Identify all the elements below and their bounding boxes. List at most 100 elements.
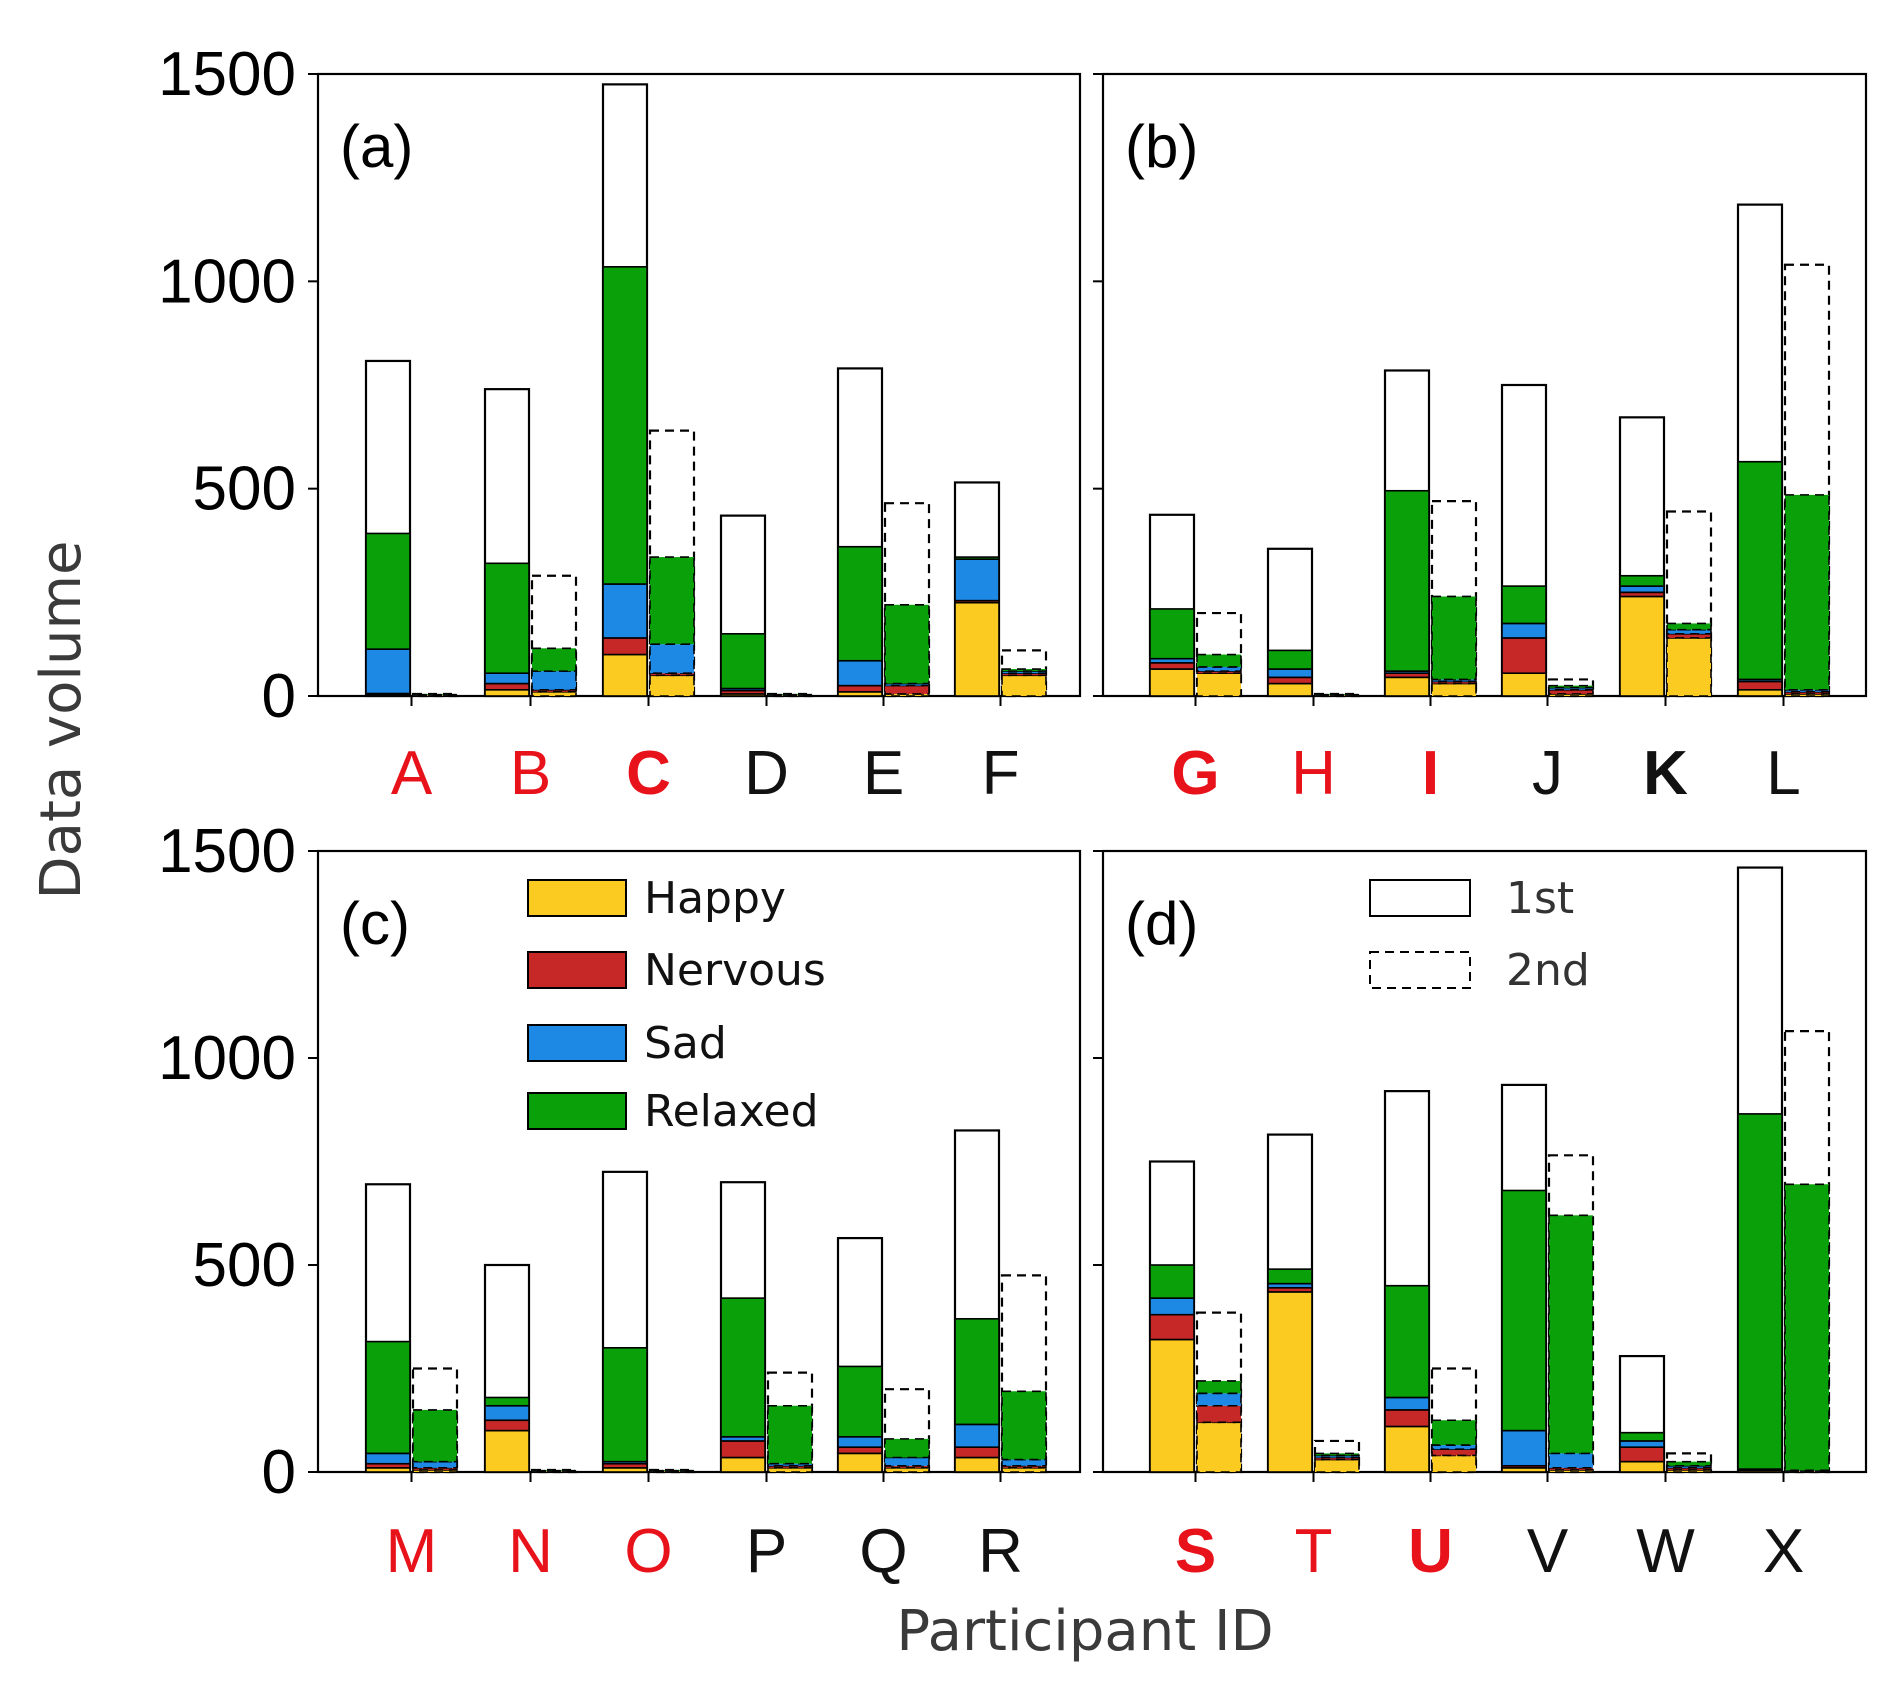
panel-b: (b) G H I J K L bbox=[1093, 72, 1868, 808]
legend-label-2nd: 2nd bbox=[1506, 945, 1590, 996]
segment-sad bbox=[1501, 622, 1547, 639]
bar-P-first bbox=[719, 1181, 767, 1474]
participant-label-K: K bbox=[1643, 739, 1688, 808]
participant-label-I: I bbox=[1422, 739, 1439, 808]
segment-sad bbox=[837, 1436, 883, 1448]
segment-happy bbox=[484, 1429, 530, 1473]
segment-nervous bbox=[1149, 662, 1195, 670]
bar-G-second bbox=[1195, 611, 1243, 698]
segment-relaxed bbox=[884, 1438, 930, 1459]
legend-label-relaxed: Relaxed bbox=[644, 1086, 819, 1137]
segment-happy bbox=[1196, 1421, 1242, 1473]
segment-relaxed bbox=[531, 647, 577, 672]
segment-relaxed bbox=[767, 1404, 813, 1465]
panel-frame bbox=[316, 72, 1082, 698]
bar-R-second bbox=[1000, 1274, 1048, 1474]
panel-a: 0 500 1000 1500 (a) A B C D E F bbox=[158, 40, 1082, 808]
segment-happy bbox=[1149, 668, 1195, 697]
y-tick-label: 0 bbox=[262, 1438, 296, 1507]
bar-J-second bbox=[1547, 678, 1595, 698]
segment-nervous bbox=[531, 688, 577, 693]
segment-happy bbox=[484, 688, 530, 697]
segment-happy bbox=[1431, 682, 1477, 697]
participant-label-V: V bbox=[1527, 1517, 1569, 1586]
legend-swatch-happy bbox=[527, 879, 627, 917]
y-tick-label: 1500 bbox=[158, 40, 296, 109]
legend-swatch-sad bbox=[527, 1024, 627, 1062]
segment-sad bbox=[1619, 1440, 1665, 1448]
segment-sad bbox=[837, 659, 883, 687]
segment-relaxed bbox=[602, 266, 648, 585]
segment-relaxed bbox=[1001, 668, 1047, 672]
participant-label-T: T bbox=[1295, 1517, 1333, 1586]
segment-relaxed bbox=[837, 545, 883, 662]
segment-sad bbox=[1619, 585, 1665, 594]
panel-tag: (d) bbox=[1125, 890, 1198, 957]
participant-label-F: F bbox=[982, 739, 1020, 808]
segment-happy bbox=[1384, 676, 1430, 697]
segment-happy bbox=[837, 1452, 883, 1473]
segment-nervous bbox=[1737, 680, 1783, 691]
segment-nervous bbox=[1666, 632, 1712, 639]
bar-B-first bbox=[483, 388, 531, 698]
segment-sad bbox=[884, 1456, 930, 1467]
segment-relaxed bbox=[1501, 1189, 1547, 1432]
segment-nervous bbox=[837, 684, 883, 693]
segment-nervous bbox=[1001, 1464, 1047, 1469]
segment-relaxed bbox=[1431, 1419, 1477, 1446]
participant-label-D: D bbox=[744, 739, 789, 808]
segment-relaxed bbox=[1619, 1431, 1665, 1442]
segment-happy bbox=[649, 674, 695, 697]
legend-swatch-1st bbox=[1369, 879, 1471, 917]
segment-relaxed bbox=[720, 632, 766, 690]
participant-label-H: H bbox=[1291, 739, 1336, 808]
bar-H-second bbox=[1313, 692, 1361, 698]
bar-L-second bbox=[1783, 263, 1831, 698]
segment-relaxed bbox=[1784, 494, 1830, 691]
segment-happy bbox=[954, 601, 1000, 697]
segment-nervous bbox=[954, 1446, 1000, 1459]
segment-relaxed bbox=[1384, 1284, 1430, 1399]
bar-N-first bbox=[483, 1263, 531, 1474]
participant-label-Q: Q bbox=[859, 1517, 907, 1586]
legend-swatch-2nd bbox=[1369, 951, 1471, 989]
segment-sad bbox=[365, 648, 411, 695]
panel-c: 0 500 1000 1500 (c) M N O P Q R bbox=[158, 817, 1082, 1586]
segment-relaxed bbox=[484, 562, 530, 674]
segment-relaxed bbox=[1666, 622, 1712, 631]
segment-relaxed bbox=[954, 1318, 1000, 1426]
segment-happy bbox=[1149, 1338, 1195, 1473]
segment-happy bbox=[1431, 1454, 1477, 1473]
bar-H-first bbox=[1266, 547, 1314, 698]
segment-happy bbox=[602, 653, 648, 697]
panel-frame bbox=[1101, 849, 1868, 1474]
participant-label-L: L bbox=[1766, 739, 1800, 808]
panel-tag: (a) bbox=[340, 113, 413, 180]
segment-sad bbox=[1267, 668, 1313, 679]
participant-label-J: J bbox=[1532, 739, 1563, 808]
segment-sad bbox=[365, 1452, 411, 1465]
segment-sad bbox=[649, 643, 695, 674]
participant-label-A: A bbox=[391, 739, 433, 808]
segment-relaxed bbox=[1314, 1452, 1360, 1457]
segment-sad bbox=[1431, 678, 1477, 683]
segment-nervous bbox=[1196, 670, 1242, 674]
y-tick-label: 1500 bbox=[158, 817, 296, 886]
participant-label-M: M bbox=[386, 1517, 438, 1586]
segment-relaxed bbox=[1666, 1460, 1712, 1467]
segment-relaxed bbox=[484, 1396, 530, 1407]
segment-happy bbox=[1548, 693, 1594, 697]
segment-nervous bbox=[1384, 1409, 1430, 1428]
segment-relaxed bbox=[412, 1409, 458, 1463]
segment-relaxed bbox=[649, 556, 695, 645]
panel-d: (d) S T U V W X bbox=[1093, 849, 1868, 1586]
segment-relaxed bbox=[1267, 649, 1313, 670]
bar-M-second bbox=[411, 1367, 459, 1474]
bar-C-first bbox=[601, 83, 649, 698]
bar-Q-first bbox=[836, 1236, 884, 1474]
legend-label-sad: Sad bbox=[644, 1018, 727, 1069]
participant-label-N: N bbox=[508, 1517, 553, 1586]
segment-happy bbox=[954, 1456, 1000, 1473]
bar-E-first bbox=[836, 367, 884, 698]
segment-nervous bbox=[412, 1467, 458, 1471]
